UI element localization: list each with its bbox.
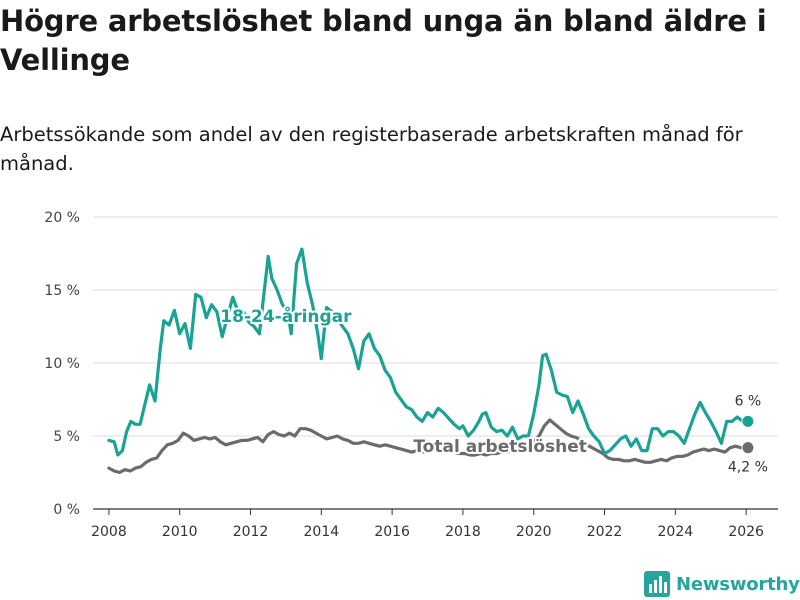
end-point-total (741, 441, 755, 455)
y-tick-label: 5 % (53, 429, 80, 445)
x-tick-label: 2016 (374, 524, 410, 540)
series-line-youth (107, 247, 750, 457)
y-tick-label: 15 % (44, 283, 80, 299)
y-tick-label: 0 % (53, 502, 80, 518)
y-axis: 0 % 5 % 10 % 15 % 20 % (44, 210, 80, 518)
chart-subtitle: Arbetssökande som andel av den registerb… (0, 123, 743, 175)
x-tick-label: 2022 (587, 524, 623, 540)
x-tick-label: 2018 (445, 524, 481, 540)
brand-name: Newsworthy (676, 573, 800, 595)
x-tick-label: 2024 (658, 524, 694, 540)
end-point-youth (741, 414, 755, 428)
bar-chart-icon (644, 571, 670, 597)
y-tick-label: 10 % (44, 356, 80, 372)
series-label-total: Total arbetslöshet (413, 437, 587, 457)
chart-title: Högre arbetslöshet bland unga än bland ä… (0, 4, 767, 77)
line-chart: 0 %5 %10 %15 %20 % 2008 2010 2012 2014 2016 2… (44, 210, 778, 540)
x-tick-label: 2012 (233, 524, 269, 540)
series-line-total (107, 418, 750, 475)
newsworthy-logo[interactable]: Newsworthy (644, 569, 800, 599)
x-tick-label: 2020 (516, 524, 552, 540)
series-label-youth: 18-24-åringar (220, 305, 352, 327)
x-axis: 2008 2010 2012 2014 2016 2018 2020 2022 2024 2026 (91, 509, 764, 540)
gridlines (93, 216, 778, 510)
series-lines (107, 247, 755, 475)
y-tick-label: 20 % (44, 210, 80, 226)
x-tick-label: 2008 (91, 524, 127, 540)
x-tick-label: 2026 (728, 524, 764, 540)
x-tick-label: 2010 (162, 524, 198, 540)
x-tick-label: 2014 (304, 524, 340, 540)
end-label-total: 4,2 % (728, 460, 768, 476)
end-label-youth: 6 % (735, 393, 762, 409)
series-labels: 18-24-åringar Total arbetslöshet 6 % 4,2 % (218, 303, 770, 478)
